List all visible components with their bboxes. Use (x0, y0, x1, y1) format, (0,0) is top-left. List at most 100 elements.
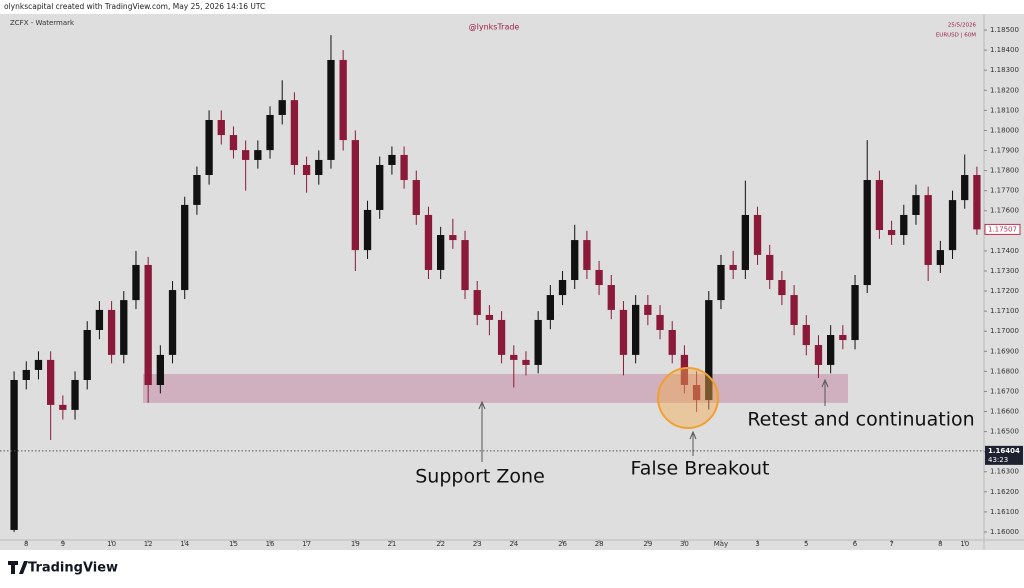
candle-body (546, 295, 554, 320)
candle-body (351, 140, 359, 251)
candle-body (619, 309, 628, 355)
x-tick-label: May (714, 540, 728, 548)
candle-body (912, 195, 920, 215)
candle-body (705, 300, 713, 401)
x-tick-label: 10 (107, 540, 116, 548)
candle-body (437, 235, 445, 270)
candle-body (266, 114, 274, 151)
candle-body (254, 150, 262, 160)
candle-body (47, 359, 55, 405)
candle-body (95, 309, 104, 330)
candle-body (814, 345, 823, 365)
x-tick-label: 12 (144, 540, 153, 548)
candle-body (400, 154, 408, 181)
candle-body (376, 164, 384, 210)
y-tick-label: 1.17400 (990, 247, 1019, 255)
candle-body (497, 319, 506, 355)
candle-body (875, 180, 884, 231)
arrow-head (689, 430, 697, 440)
candle-body (34, 359, 43, 370)
arrow-head (821, 378, 829, 388)
current-price-label: 1.16404 (988, 447, 1020, 455)
x-tick-label: 16 (266, 540, 275, 548)
candle-body (607, 285, 615, 310)
candle-body (558, 280, 567, 296)
candle-body (156, 354, 164, 386)
candle-body (339, 59, 347, 141)
candle-body (595, 269, 603, 286)
brand-name: TradingView (28, 561, 118, 576)
candle-body (827, 335, 835, 365)
annotation: Support Zone (415, 466, 545, 488)
candle-body (59, 404, 67, 410)
chart-background (0, 14, 1024, 550)
candle-body (790, 295, 798, 325)
candle-body (107, 309, 116, 355)
candle-body (217, 120, 225, 136)
candle-body (205, 120, 213, 176)
candle-body (473, 290, 481, 315)
candle-body (741, 214, 749, 270)
y-tick-label: 1.17600 (990, 207, 1019, 215)
candle-body (973, 175, 981, 230)
x-tick-label: 8 (938, 540, 942, 548)
x-tick-label: 21 (387, 540, 396, 548)
candle-body (229, 135, 238, 151)
y-tick-label: 1.16000 (990, 528, 1019, 536)
candle-body (680, 354, 689, 386)
candle-body (522, 359, 530, 365)
candle-body (388, 154, 396, 165)
x-tick-label: 29 (643, 540, 652, 548)
candle-body (644, 304, 652, 315)
x-tick-label: 14 (180, 540, 189, 548)
y-tick-label: 1.17700 (990, 187, 1019, 195)
candle-body (132, 264, 140, 301)
support-zone (143, 373, 848, 403)
candle-body (485, 314, 494, 320)
x-tick-label: 9 (61, 540, 65, 548)
candle-body (22, 369, 30, 380)
candle-body (936, 250, 944, 265)
candle-body (120, 300, 128, 355)
y-tick-label: 1.16700 (990, 387, 1019, 395)
x-tick-label: 28 (595, 540, 604, 548)
candle-body (71, 379, 79, 410)
candle-body (412, 180, 420, 215)
last-price-box (984, 223, 1021, 235)
y-tick-label: 1.16200 (990, 488, 1019, 496)
current-price-box (985, 445, 1023, 465)
y-tick-label: 1.18300 (990, 66, 1019, 74)
candle-body (193, 175, 201, 205)
candle-body (571, 240, 579, 281)
x-tick-label: 5 (804, 540, 808, 548)
x-tick-label: 22 (436, 540, 445, 548)
candle-body (449, 235, 457, 241)
candle-body (753, 214, 762, 255)
y-tick-label: 1.17200 (990, 287, 1019, 295)
header-text: olynkscapital created with TradingView.c… (4, 2, 265, 11)
y-tick-label: 1.18100 (990, 106, 1019, 114)
candle-body (510, 354, 518, 360)
candle-body (10, 379, 18, 530)
y-tick-label: 1.18200 (990, 86, 1019, 94)
x-tick-label: 23 (473, 540, 482, 548)
candle-body (692, 385, 701, 401)
y-tick-label: 1.18000 (990, 126, 1019, 134)
x-tick-label: 7 (889, 540, 893, 548)
x-tick-label: 8 (24, 540, 28, 548)
watermark: ZCFX - Watermark (10, 19, 75, 27)
candle-body (924, 195, 932, 265)
candle-body (315, 159, 323, 176)
brand-logo (8, 561, 28, 574)
x-tick-label: 15 (229, 540, 238, 548)
candle-body (461, 240, 469, 291)
candle-body (887, 230, 896, 236)
candle-body (802, 324, 810, 346)
candle-body (668, 330, 676, 355)
candle-body (534, 319, 542, 365)
last-price-label: 1.17507 (988, 225, 1017, 233)
x-tick-label: 3 (755, 540, 759, 548)
y-tick-label: 1.16300 (990, 468, 1019, 476)
y-tick-label: 1.18500 (990, 26, 1019, 34)
